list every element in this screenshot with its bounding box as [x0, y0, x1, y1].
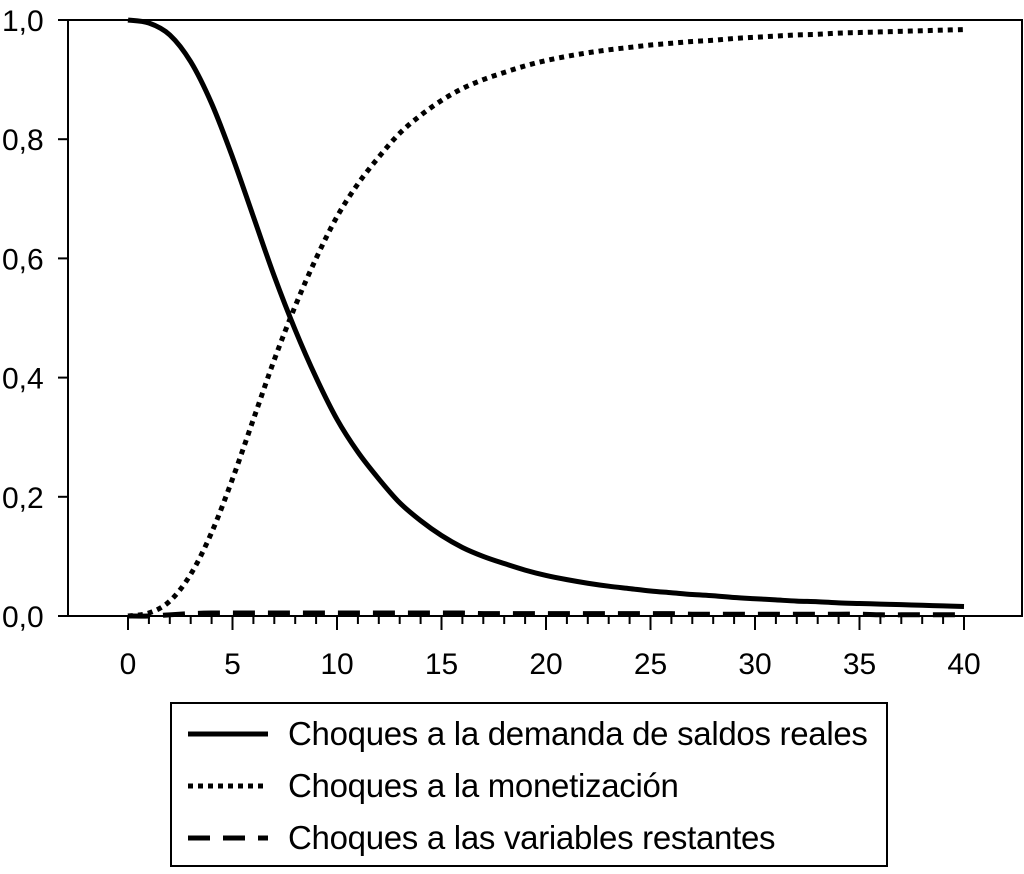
x-tick-label: 10 — [320, 648, 353, 681]
legend-label-restantes: Choques a las variables restantes — [288, 819, 776, 856]
y-tick-label: 0,8 — [2, 124, 44, 157]
plot-area-frame — [67, 19, 1023, 617]
legend-label-monetizacion: Choques a la monetización — [288, 767, 679, 804]
series-line-monetizacion — [127, 27, 965, 619]
y-tick-label: 0,4 — [2, 363, 44, 396]
legend-swatch-solid — [188, 731, 268, 737]
x-tick-label: 15 — [425, 648, 458, 681]
x-tick-label: 35 — [843, 648, 876, 681]
x-tick-label: 20 — [529, 648, 562, 681]
legend-swatch-dashed — [188, 835, 268, 841]
legend-label-demanda: Choques a la demanda de saldos reales — [288, 715, 868, 752]
x-tick-label: 30 — [738, 648, 771, 681]
x-tick-label: 5 — [224, 648, 241, 681]
x-axis: 0 5 10 15 20 25 30 35 40 — [120, 616, 981, 681]
series-line-restantes — [127, 610, 964, 619]
y-tick-label: 0,2 — [2, 482, 44, 515]
y-tick-label: 1,0 — [2, 5, 44, 38]
x-tick-label: 40 — [947, 648, 980, 681]
legend-item-monetizacion: Choques a la monetización — [186, 766, 679, 806]
legend-item-restantes: Choques a las variables restantes — [186, 818, 776, 858]
y-tick-label: 0,6 — [2, 243, 44, 276]
x-tick-label: 25 — [634, 648, 667, 681]
legend-item-demanda: Choques a la demanda de saldos reales — [186, 714, 868, 754]
series-line-demanda — [127, 17, 965, 609]
y-tick-label: 0,0 — [2, 601, 44, 634]
x-tick-label: 0 — [120, 648, 137, 681]
series-layer — [127, 17, 965, 619]
legend-swatch-dotted — [188, 783, 268, 789]
line-chart: 0 5 10 15 20 25 30 35 40 0,0 0,2 0,4 0,6 0,8 1,0 — [2, 5, 1023, 681]
legend: Choques a la demanda de saldos reales Ch… — [170, 702, 888, 867]
y-axis: 0,0 0,2 0,4 0,6 0,8 1,0 — [2, 5, 68, 634]
